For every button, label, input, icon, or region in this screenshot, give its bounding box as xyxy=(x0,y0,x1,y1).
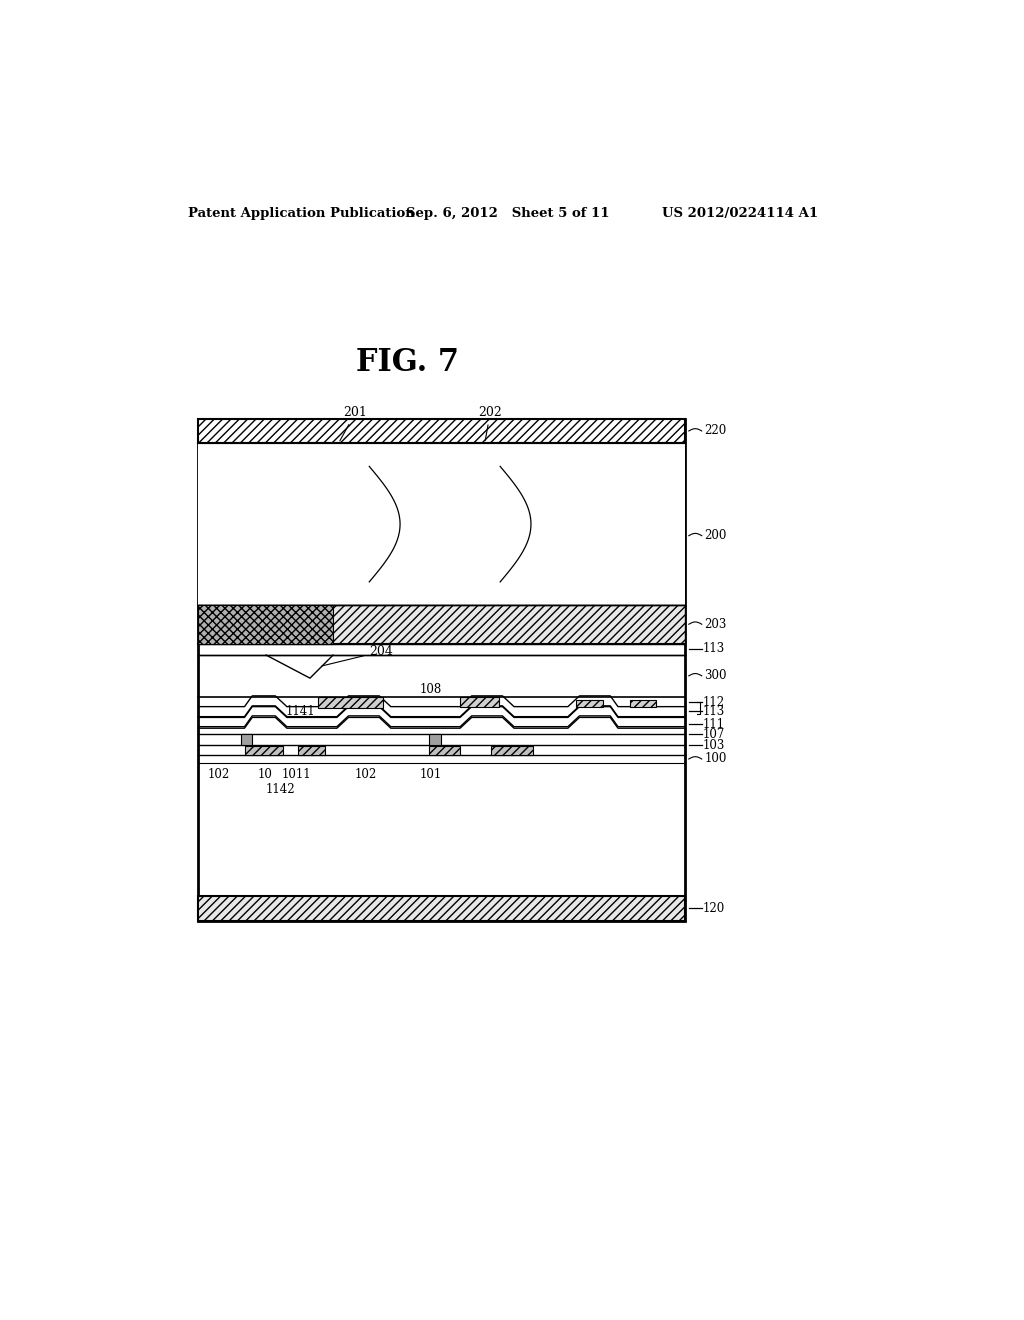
Bar xyxy=(199,896,685,921)
Text: 102: 102 xyxy=(208,768,230,781)
Text: FIG. 7: FIG. 7 xyxy=(356,347,459,378)
Text: 200: 200 xyxy=(705,529,727,543)
Bar xyxy=(199,605,685,644)
Bar xyxy=(199,605,333,644)
Text: 120: 120 xyxy=(702,902,725,915)
Bar xyxy=(199,444,685,605)
Text: 1011: 1011 xyxy=(282,768,311,781)
Bar xyxy=(460,697,499,706)
Text: 1142: 1142 xyxy=(266,783,296,796)
Bar xyxy=(429,734,441,744)
Text: 100: 100 xyxy=(705,752,727,766)
Text: 113: 113 xyxy=(702,643,725,656)
Text: 204: 204 xyxy=(322,645,393,667)
Text: 108: 108 xyxy=(420,684,442,696)
Text: US 2012/0224114 A1: US 2012/0224114 A1 xyxy=(662,207,818,220)
Bar xyxy=(630,700,656,708)
Bar xyxy=(575,700,602,708)
Text: 1141: 1141 xyxy=(285,705,314,718)
Bar xyxy=(199,418,685,921)
Bar xyxy=(298,746,326,755)
Text: Sep. 6, 2012   Sheet 5 of 11: Sep. 6, 2012 Sheet 5 of 11 xyxy=(407,207,609,220)
Text: 300: 300 xyxy=(705,669,727,682)
Text: 107: 107 xyxy=(702,727,725,741)
Text: 201: 201 xyxy=(340,407,368,441)
Text: 101: 101 xyxy=(420,768,442,781)
Text: 113: 113 xyxy=(702,705,725,718)
Text: 102: 102 xyxy=(354,768,377,781)
Text: 202: 202 xyxy=(478,407,502,441)
Text: Patent Application Publication: Patent Application Publication xyxy=(188,207,415,220)
Bar xyxy=(241,734,252,744)
Text: 203: 203 xyxy=(705,618,727,631)
Bar xyxy=(490,746,534,755)
Bar xyxy=(317,697,383,708)
Text: 10: 10 xyxy=(258,768,272,781)
Text: 111: 111 xyxy=(702,718,725,731)
Bar xyxy=(429,746,460,755)
Text: 220: 220 xyxy=(705,425,726,437)
Bar xyxy=(199,418,685,444)
Bar xyxy=(245,746,283,755)
Text: 112: 112 xyxy=(702,696,725,709)
Text: 103: 103 xyxy=(702,739,725,751)
